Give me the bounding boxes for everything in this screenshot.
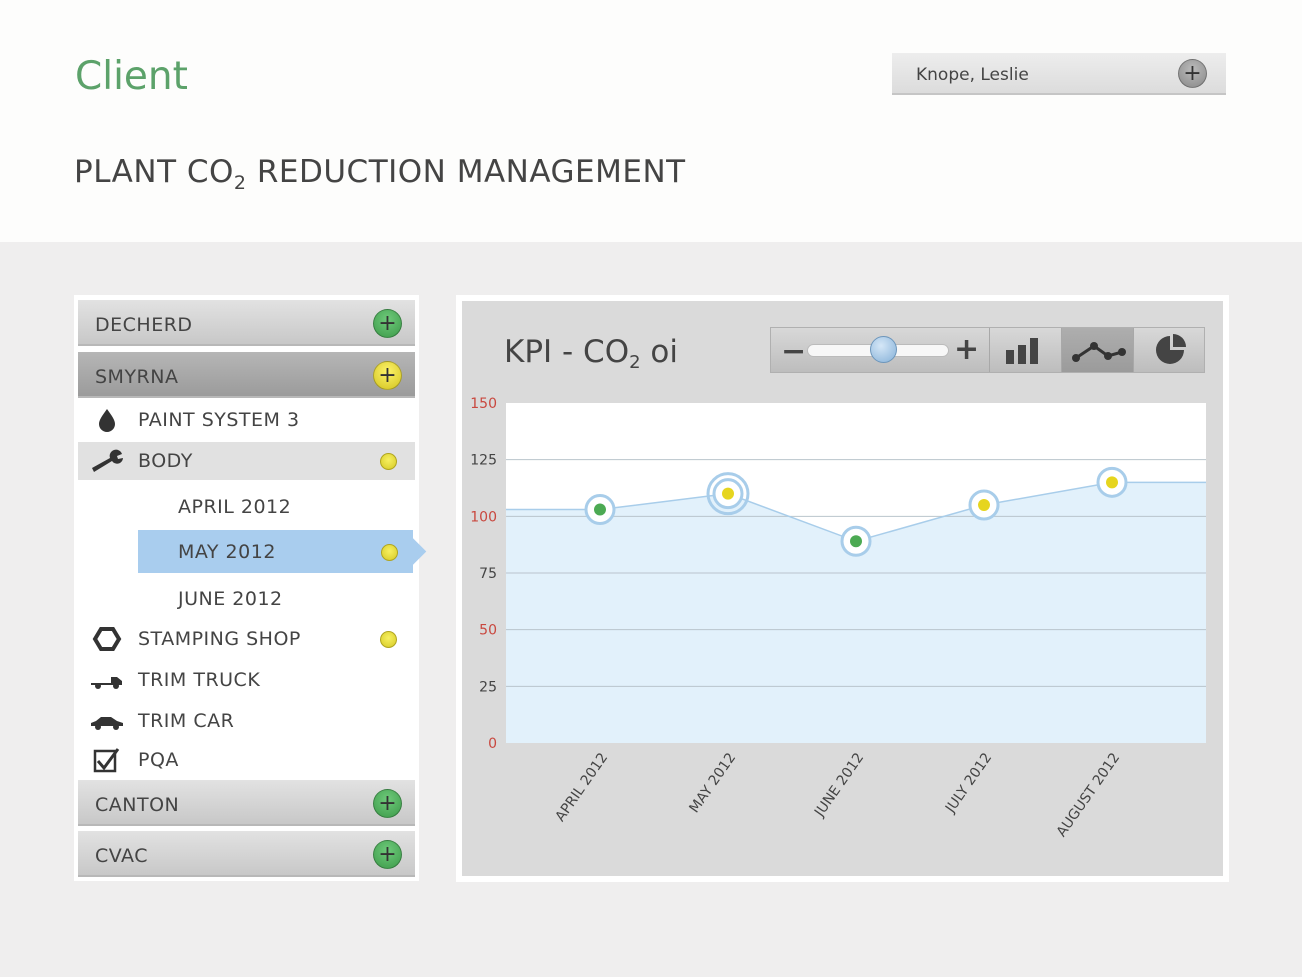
dept-paint-system-3[interactable]: PAINT SYSTEM 3 <box>78 401 415 439</box>
truck-icon <box>91 677 122 689</box>
site-label: SMYRNA <box>95 366 179 388</box>
dept-label: STAMPING SHOP <box>138 628 301 650</box>
month-may-2012[interactable]: MAY 2012 <box>138 530 427 573</box>
kpi-title-main: KPI - CO <box>504 334 630 370</box>
page-title: PLANT CO2 REDUCTION MANAGEMENT <box>74 154 686 194</box>
kpi-title: KPI - CO2 oi <box>504 334 678 373</box>
dept-label: BODY <box>138 450 193 472</box>
dept-pqa[interactable]: PQA <box>78 741 415 779</box>
x-tick-label: AUGUST 2012 <box>1054 750 1124 840</box>
dept-stamping-shop[interactable]: STAMPING SHOP <box>78 620 415 658</box>
site-label: CVAC <box>95 845 148 867</box>
dept-body[interactable]: BODY <box>78 442 415 480</box>
dept-label: PQA <box>138 749 179 771</box>
y-tick-label: 100 <box>470 509 497 525</box>
site-decherd[interactable]: DECHERD + <box>78 300 415 346</box>
hexagon-icon <box>92 627 122 651</box>
page-title-main: PLANT CO <box>74 154 234 190</box>
bar-chart-button[interactable] <box>989 328 1061 372</box>
chart-toolbar: − + <box>770 327 1205 373</box>
line-chart-icon <box>1072 342 1126 362</box>
month-label: JUNE 2012 <box>178 588 283 610</box>
drop-icon <box>99 409 115 432</box>
add-user-button[interactable]: + <box>1178 59 1207 88</box>
expand-smyrna-button[interactable]: + <box>373 361 402 390</box>
user-selector[interactable]: Knope, Leslie + <box>892 53 1226 95</box>
month-june-2012[interactable]: JUNE 2012 <box>138 577 413 620</box>
expand-cvac-button[interactable]: + <box>373 840 402 869</box>
user-name: Knope, Leslie <box>916 65 1029 85</box>
dept-label: TRIM CAR <box>138 710 235 732</box>
x-tick-label: APRIL 2012 <box>552 750 611 825</box>
y-tick-label: 0 <box>488 736 497 752</box>
pie-chart-button[interactable] <box>1133 328 1205 372</box>
dept-label: TRIM TRUCK <box>138 669 261 691</box>
expand-decherd-button[interactable]: + <box>373 309 402 338</box>
status-dot-yellow <box>380 453 397 470</box>
y-tick-label: 150 <box>470 396 497 412</box>
data-point <box>850 535 862 548</box>
page-title-subscript: 2 <box>233 172 247 194</box>
kpi-line-chart: 0 25 50 75 100 125 150 APRIL 2012 MAY 2012 JUNE 2… <box>470 396 1206 840</box>
site-label: CANTON <box>95 794 180 816</box>
header <box>0 0 1302 242</box>
page-title-rest: REDUCTION MANAGEMENT <box>246 154 686 190</box>
month-label: APRIL 2012 <box>178 496 292 518</box>
data-point <box>722 487 734 500</box>
data-point <box>594 503 606 516</box>
x-tick-label: JUNE 2012 <box>811 750 867 820</box>
expand-canton-button[interactable]: + <box>373 789 402 818</box>
checkbox-icon <box>93 748 120 773</box>
status-dot-yellow <box>381 544 398 561</box>
site-smyrna[interactable]: SMYRNA + <box>78 352 415 398</box>
bar-chart-icon <box>1006 338 1038 364</box>
dept-label: PAINT SYSTEM 3 <box>138 409 300 431</box>
site-label: DECHERD <box>95 314 193 336</box>
x-tick-label: MAY 2012 <box>686 750 739 816</box>
data-point-selected-ring <box>706 472 750 516</box>
status-dot-yellow <box>380 631 397 648</box>
zoom-in-button[interactable]: + <box>954 332 980 367</box>
y-tick-label: 75 <box>479 566 497 582</box>
kpi-title-subscript: 2 <box>629 352 641 373</box>
y-tick-label: 125 <box>470 453 497 469</box>
selection-pointer <box>394 535 427 568</box>
dept-trim-car[interactable]: TRIM CAR <box>78 702 415 740</box>
client-title: Client <box>75 54 188 99</box>
plant-tree-sidebar: DECHERD + SMYRNA + PAINT SYSTEM 3 BODY A… <box>74 295 427 881</box>
dept-trim-truck[interactable]: TRIM TRUCK <box>78 661 415 699</box>
wrench-icon <box>92 449 123 472</box>
month-label: MAY 2012 <box>178 541 276 563</box>
chart-panel <box>456 295 1229 882</box>
pie-chart-icon <box>1156 334 1186 364</box>
month-april-2012[interactable]: APRIL 2012 <box>138 485 413 528</box>
zoom-slider-thumb[interactable] <box>870 336 898 363</box>
data-point <box>1106 476 1118 489</box>
y-tick-label: 50 <box>479 623 497 639</box>
kpi-title-rest: oi <box>640 334 678 370</box>
line-chart-button[interactable] <box>1061 328 1133 372</box>
zoom-out-button[interactable]: − <box>781 334 807 369</box>
y-tick-label: 25 <box>479 679 497 695</box>
x-tick-label: JULY 2012 <box>942 750 995 816</box>
site-cvac[interactable]: CVAC + <box>78 831 415 877</box>
site-canton[interactable]: CANTON + <box>78 780 415 826</box>
car-icon <box>91 717 123 730</box>
data-point <box>978 499 990 511</box>
area-fill <box>506 482 1206 743</box>
